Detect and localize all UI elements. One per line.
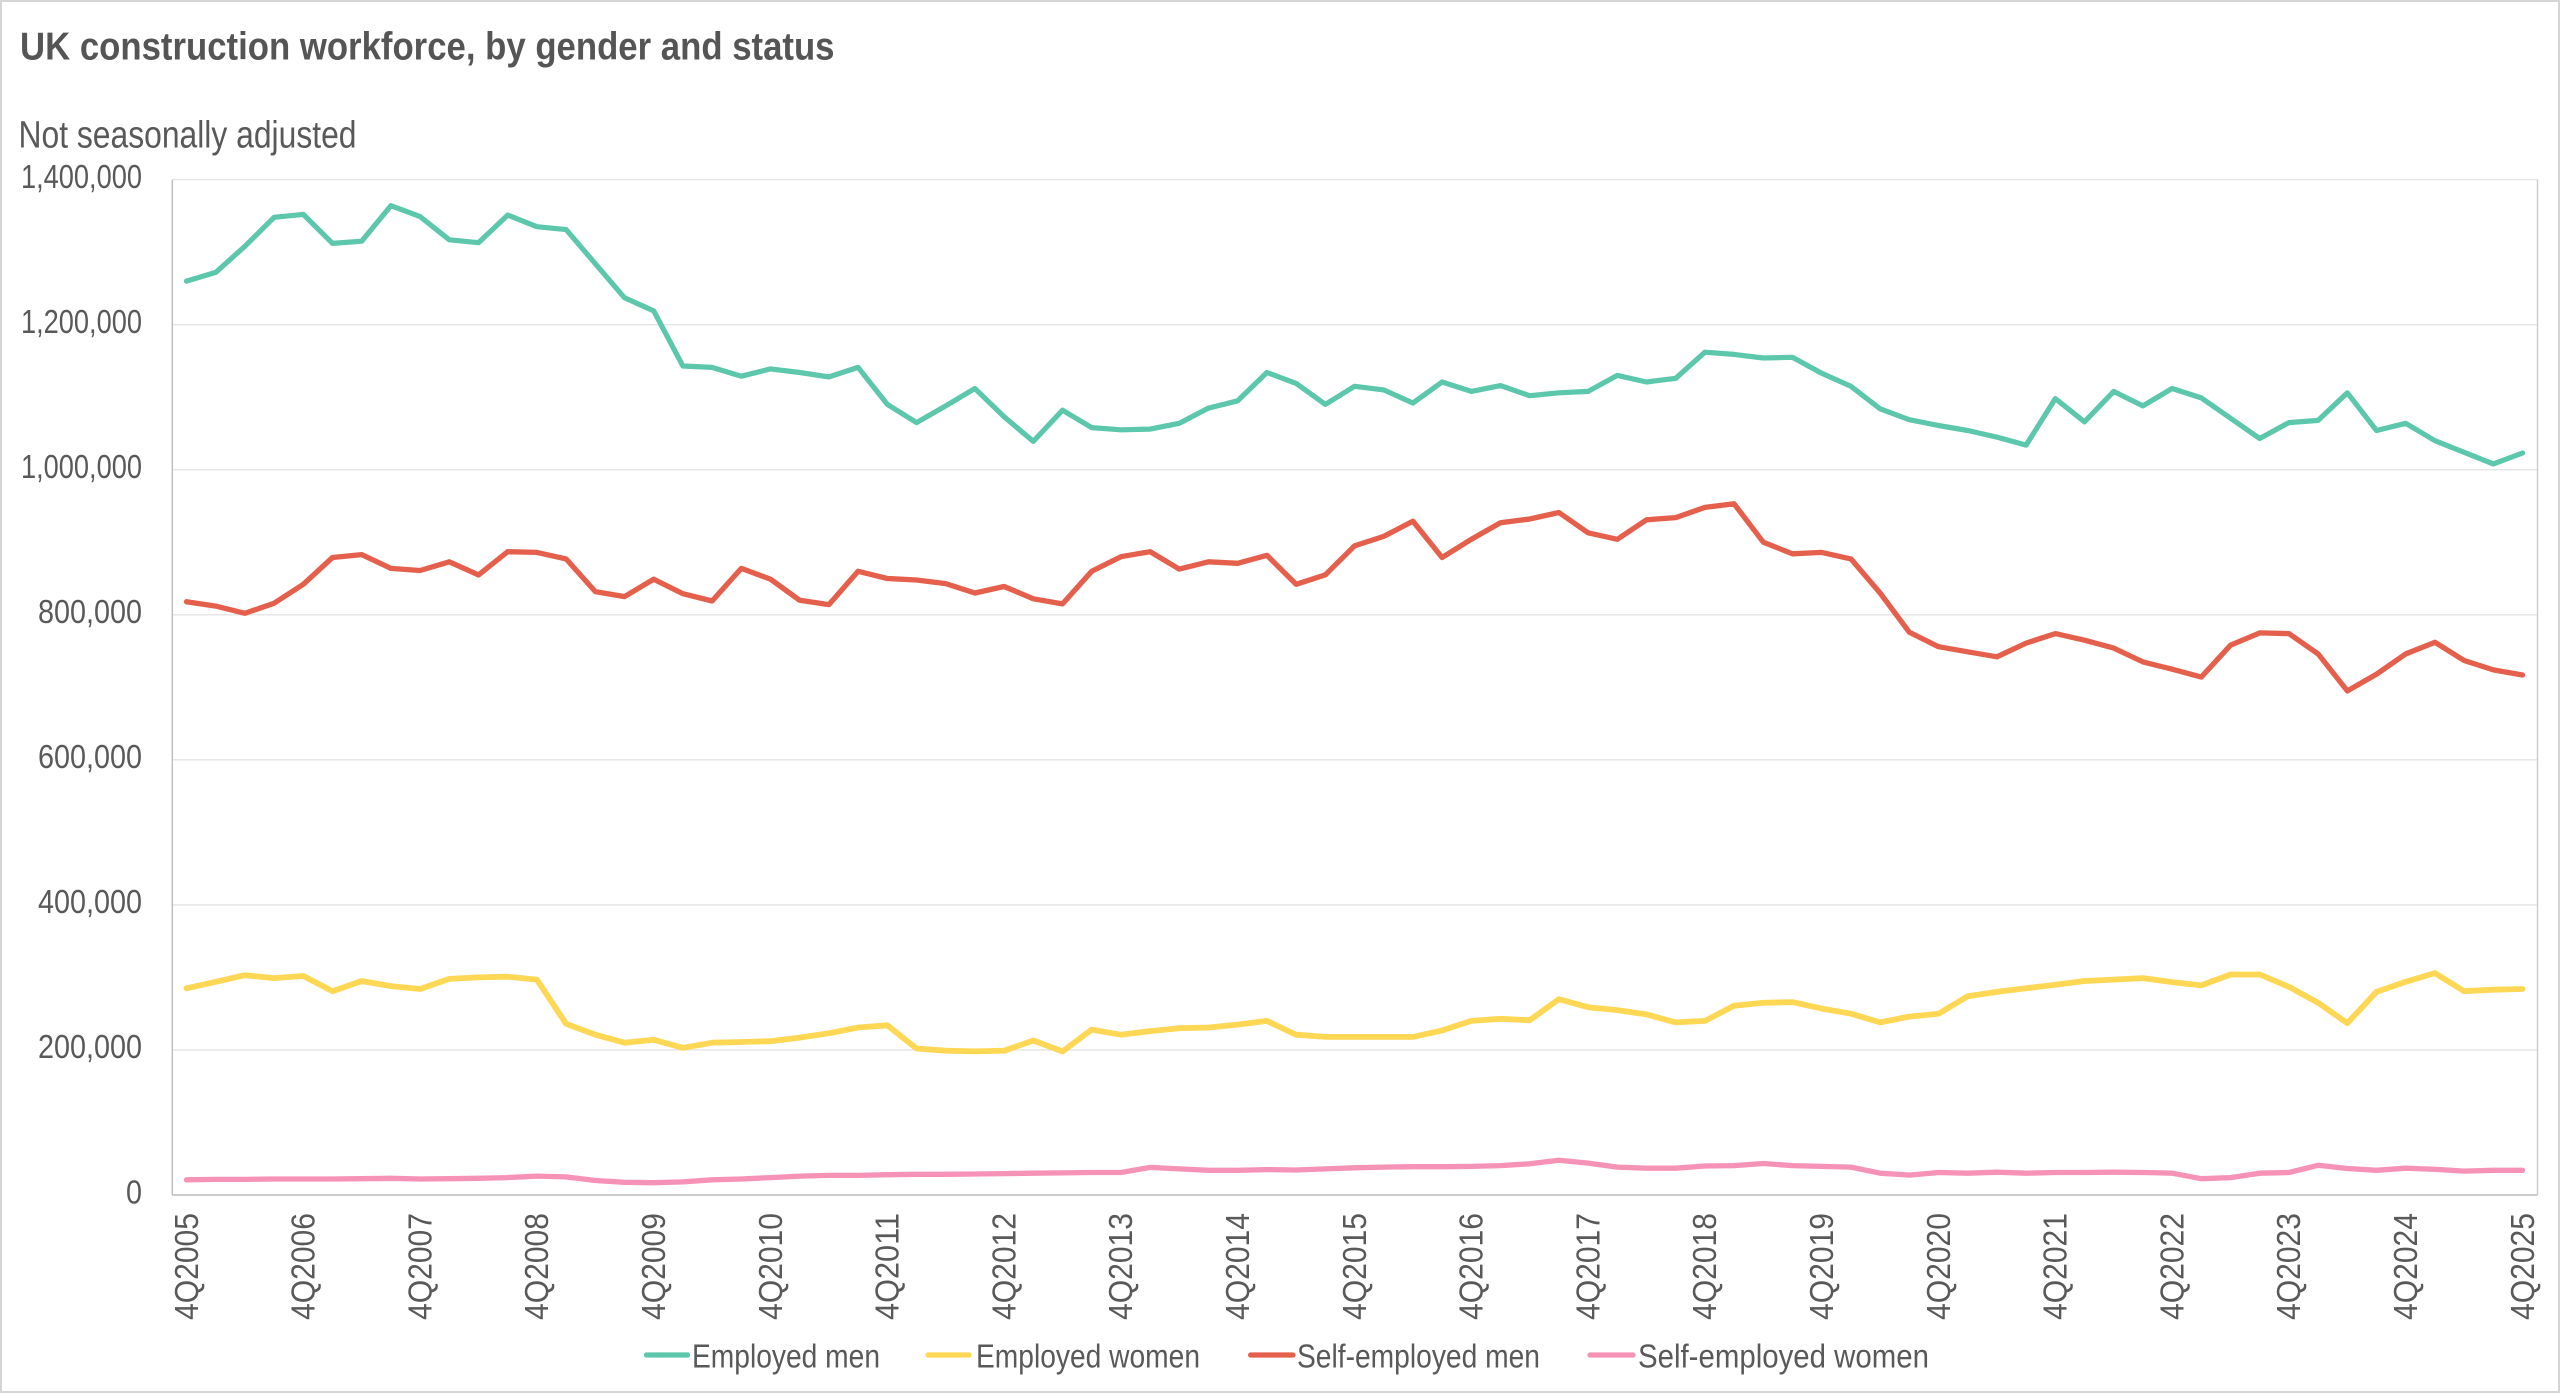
svg-text:4Q2008: 4Q2008	[518, 1213, 555, 1320]
svg-text:Self-employed women: Self-employed women	[1638, 1338, 1929, 1375]
svg-text:4Q2018: 4Q2018	[1686, 1213, 1723, 1320]
svg-text:600,000: 600,000	[38, 738, 142, 775]
svg-text:400,000: 400,000	[38, 883, 142, 920]
svg-text:4Q2025: 4Q2025	[2504, 1213, 2541, 1320]
svg-text:Self-employed men: Self-employed men	[1297, 1338, 1540, 1375]
svg-text:200,000: 200,000	[38, 1028, 142, 1065]
svg-text:4Q2017: 4Q2017	[1569, 1213, 1606, 1320]
svg-text:4Q2014: 4Q2014	[1219, 1213, 1256, 1320]
svg-text:4Q2010: 4Q2010	[752, 1213, 789, 1320]
svg-text:Not seasonally adjusted: Not seasonally adjusted	[19, 115, 357, 157]
svg-text:4Q2007: 4Q2007	[402, 1213, 439, 1320]
svg-text:4Q2020: 4Q2020	[1920, 1213, 1957, 1320]
svg-text:UK construction workforce, by: UK construction workforce, by gender and…	[20, 25, 835, 68]
svg-text:4Q2024: 4Q2024	[2387, 1213, 2424, 1320]
svg-text:4Q2016: 4Q2016	[1453, 1213, 1490, 1320]
svg-text:4Q2013: 4Q2013	[1102, 1213, 1139, 1320]
svg-text:0: 0	[126, 1173, 142, 1210]
svg-text:4Q2011: 4Q2011	[869, 1213, 906, 1320]
svg-text:4Q2023: 4Q2023	[2270, 1213, 2307, 1320]
svg-text:1,200,000: 1,200,000	[21, 303, 142, 340]
svg-text:4Q2006: 4Q2006	[285, 1213, 322, 1320]
svg-text:4Q2022: 4Q2022	[2153, 1213, 2190, 1320]
svg-text:800,000: 800,000	[38, 593, 142, 630]
svg-text:1,000,000: 1,000,000	[21, 448, 142, 485]
svg-text:1,400,000: 1,400,000	[21, 158, 142, 195]
svg-text:4Q2005: 4Q2005	[168, 1213, 205, 1320]
svg-text:4Q2009: 4Q2009	[635, 1213, 672, 1320]
svg-text:4Q2019: 4Q2019	[1803, 1213, 1840, 1320]
svg-text:4Q2012: 4Q2012	[986, 1213, 1023, 1320]
svg-text:4Q2015: 4Q2015	[1336, 1213, 1373, 1320]
svg-text:4Q2021: 4Q2021	[2037, 1213, 2074, 1320]
svg-text:Employed men: Employed men	[692, 1338, 880, 1375]
svg-text:Employed women: Employed women	[976, 1338, 1200, 1375]
